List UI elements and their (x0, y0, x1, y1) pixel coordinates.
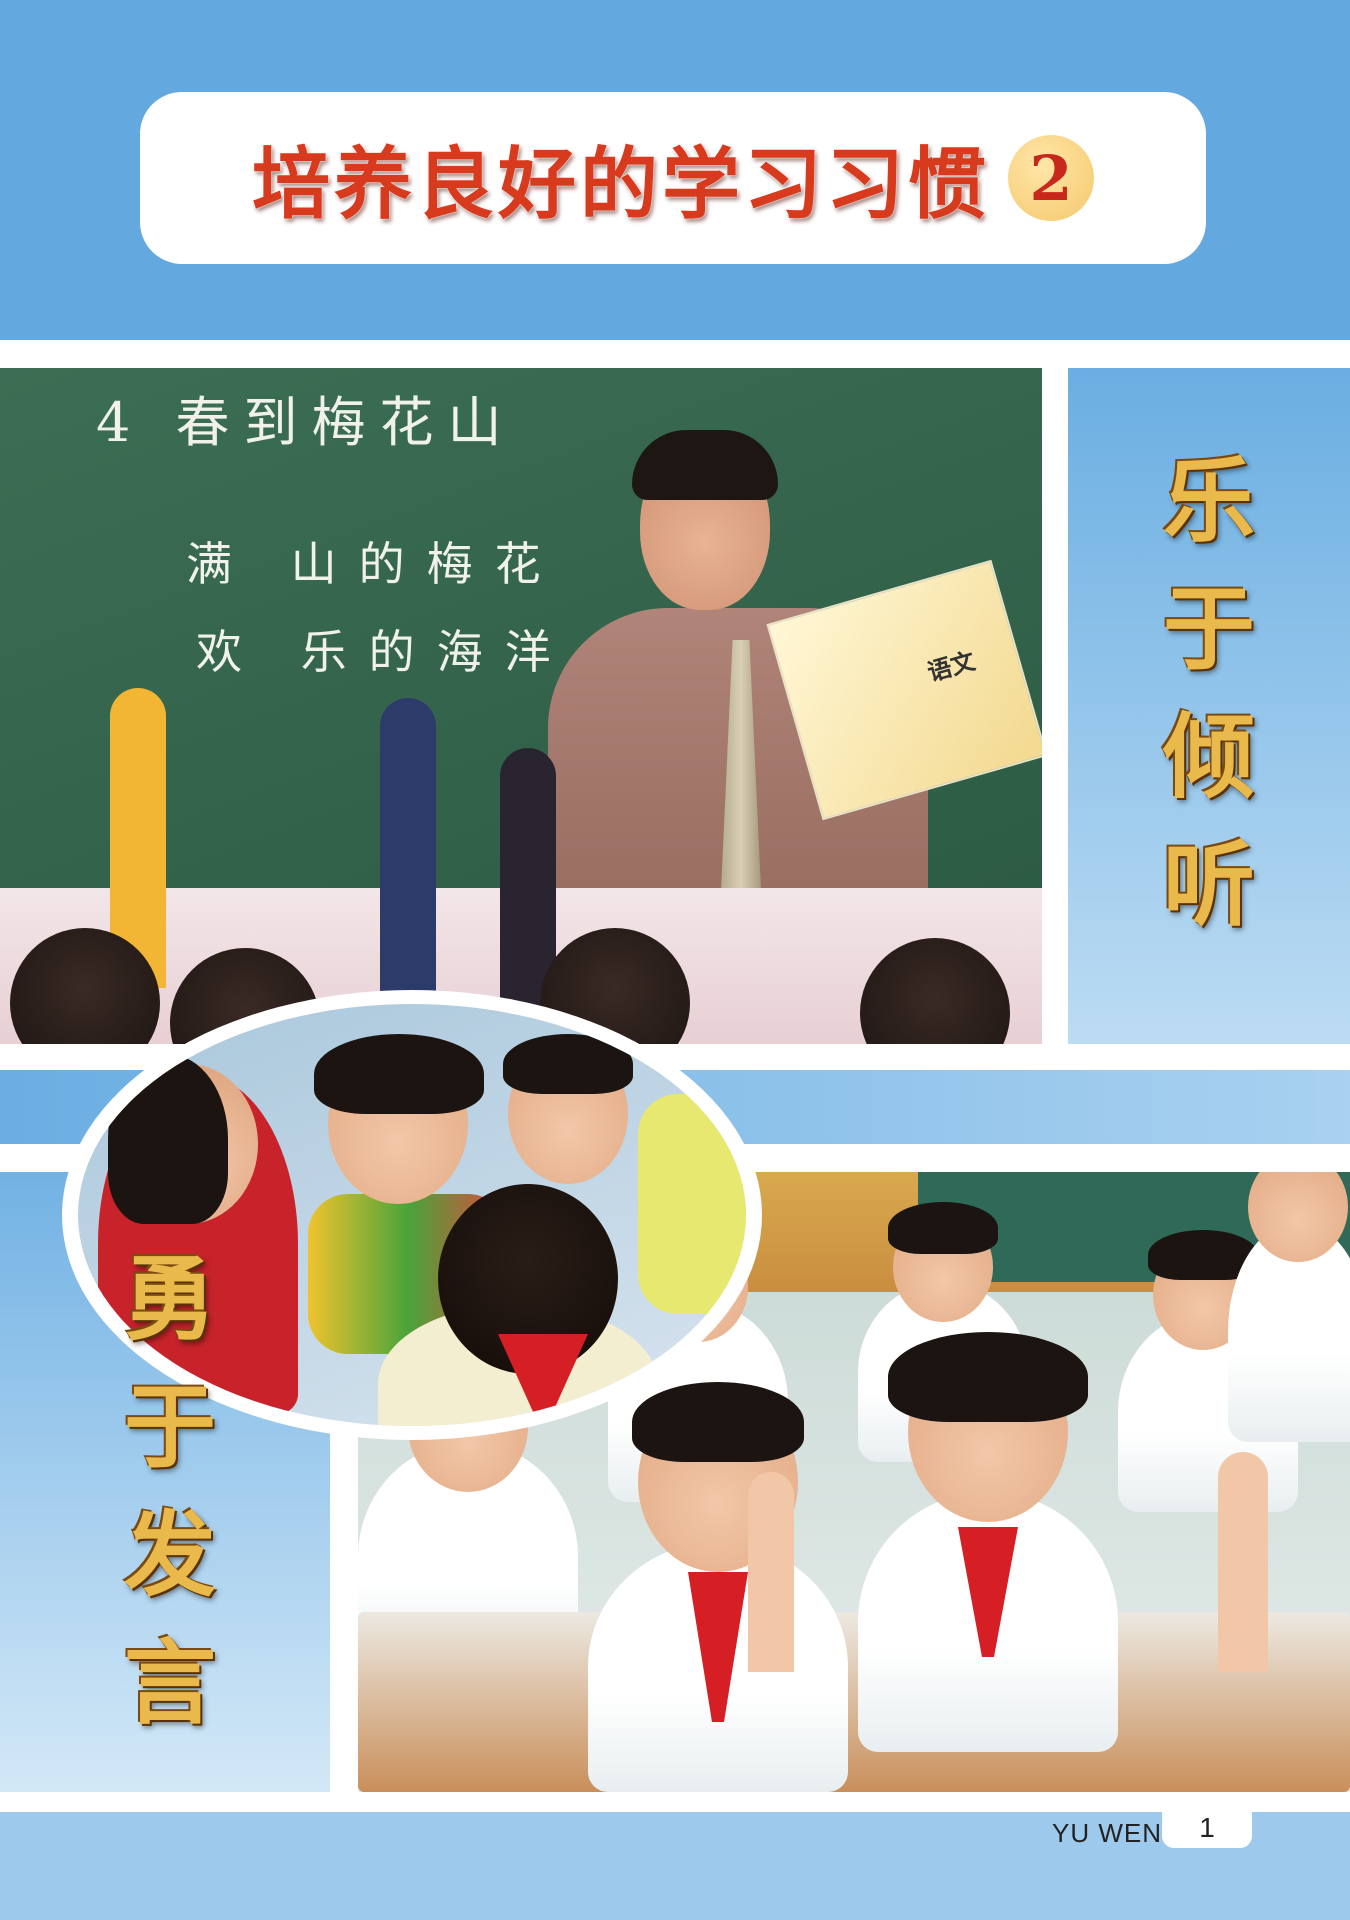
label-char: 听 (1162, 832, 1255, 939)
label-char: 言 (123, 1630, 216, 1737)
student-hair (108, 1054, 228, 1224)
page-title: 培养良好的学习习惯 (251, 140, 990, 230)
bottom-band (0, 1812, 1350, 1920)
label-char: 倾 (1162, 704, 1255, 811)
label-char: 于 (1162, 576, 1255, 683)
label-char: 发 (123, 1502, 216, 1609)
label-listen: 乐 于 倾 听 (1068, 438, 1350, 950)
blackboard-line-1: 满 山的梅花 (186, 537, 563, 591)
blackboard-line-2: 欢 乐的海洋 (196, 625, 573, 679)
label-speak: 勇 于 发 言 (80, 1236, 260, 1748)
title-number-badge: 2 (1008, 135, 1094, 221)
raised-arm (500, 748, 556, 1008)
student-hair (888, 1332, 1088, 1422)
front-desk (358, 1612, 1350, 1792)
photo-teacher-blackboard: 4 春到梅花山 满 山的梅花 欢 乐的海洋 语文 (0, 368, 1042, 1044)
student-hair (314, 1034, 484, 1114)
label-char: 勇 (123, 1246, 216, 1353)
teacher-hair (632, 430, 778, 500)
student-hair (503, 1034, 633, 1094)
label-char: 乐 (1162, 448, 1255, 555)
textbook-label: 语文 (924, 646, 979, 687)
label-char: 于 (123, 1374, 216, 1481)
listen-panel: 乐 于 倾 听 (1068, 368, 1350, 1044)
raised-hand (748, 1472, 794, 1672)
blackboard-title: 4 春到梅花山 (96, 391, 516, 454)
raised-arm (380, 698, 436, 998)
student-hair (888, 1202, 998, 1254)
page-number: 1 (1162, 1808, 1252, 1848)
footer-label: YU WEN (1052, 1818, 1162, 1848)
oval-photo-content (78, 1004, 746, 1426)
student-head (10, 928, 160, 1044)
student-hair (632, 1382, 804, 1462)
student-figure (638, 1094, 746, 1314)
photo-oval-discussion (62, 990, 762, 1440)
title-box: 培养良好的学习习惯 2 (140, 92, 1206, 264)
student-face (1248, 1172, 1348, 1262)
raised-hand (1218, 1452, 1268, 1672)
